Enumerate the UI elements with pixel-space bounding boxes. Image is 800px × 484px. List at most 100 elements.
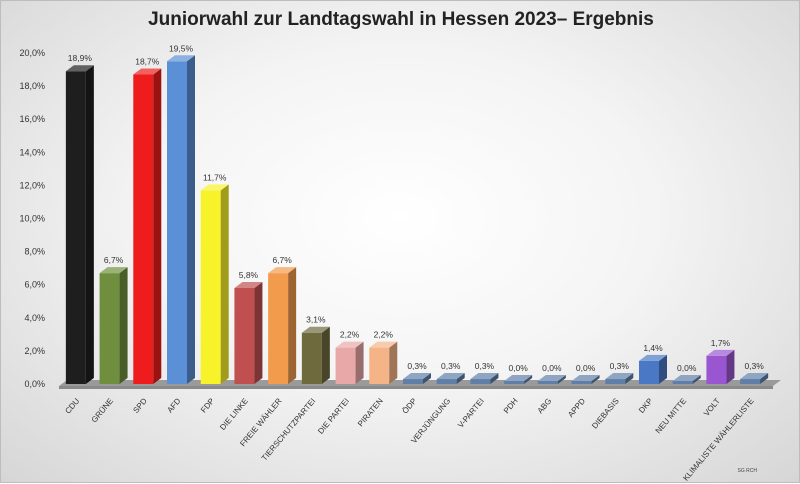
bar [436, 373, 465, 384]
bar [200, 184, 229, 384]
bar-top [672, 375, 701, 381]
bar-front [436, 379, 457, 384]
x-tick-label: DIE LINKE [218, 397, 250, 432]
bar [605, 373, 634, 384]
data-label: 3,1% [306, 315, 326, 325]
bar-front [133, 74, 154, 384]
chart-title: Juniorwahl zur Landtagswahl in Hessen 20… [148, 9, 654, 30]
x-tick-label: DIE PARTEI [316, 397, 351, 436]
bar-front [639, 360, 659, 384]
y-tick-label: 4,0% [24, 313, 45, 323]
data-label: 2,2% [340, 330, 360, 340]
bar-top [268, 267, 297, 274]
y-tick-label: 20,0% [19, 48, 45, 58]
bar-side [220, 184, 229, 384]
data-label: 18,9% [68, 53, 93, 63]
data-label: 0,3% [744, 361, 764, 371]
bar-side [355, 341, 364, 384]
bar-top [605, 373, 634, 380]
x-tick-label: V-PARTEI [456, 397, 486, 430]
bar [672, 375, 701, 384]
bar [740, 373, 769, 384]
bar-side [389, 341, 398, 384]
bar-front [369, 347, 390, 384]
bar-top [403, 373, 431, 380]
bar-side [490, 373, 499, 384]
bar-front [335, 347, 356, 384]
bar-side [692, 375, 701, 384]
x-tick-label: AFD [165, 396, 182, 414]
y-tick-label: 6,0% [24, 280, 45, 290]
bar-side [288, 267, 297, 384]
bar-top [335, 341, 364, 348]
y-tick-label: 10,0% [19, 214, 45, 224]
bar-side [659, 354, 667, 384]
bar-top [639, 354, 667, 361]
x-tick-label: SPD [131, 396, 149, 415]
bar-top [706, 349, 735, 356]
bar-front [167, 61, 187, 385]
data-label: 11,7% [203, 172, 227, 182]
bar [369, 341, 398, 384]
bar-top [200, 184, 229, 191]
bar-front [706, 355, 727, 384]
bar [167, 55, 195, 385]
x-tick-label: ÖDP [400, 397, 418, 416]
chart-floor-edge [59, 386, 773, 389]
data-label: 0,0% [508, 363, 528, 373]
x-tick-label: APPD [566, 396, 587, 419]
bar-side [557, 375, 566, 384]
data-label: 0,3% [475, 361, 495, 371]
bar-front [234, 288, 255, 384]
x-tick-label: DIEBASIS [590, 397, 621, 431]
x-tick-label: DKP [637, 397, 654, 415]
bar-front [470, 379, 491, 384]
data-label: 0,3% [407, 361, 427, 371]
bar-side [423, 373, 431, 384]
bar-top [537, 375, 566, 381]
bar-top [436, 373, 465, 380]
y-tick-label: 16,0% [19, 114, 45, 124]
bar [335, 341, 364, 384]
x-tick-label: PIRATEN [356, 396, 385, 428]
bar-top [470, 373, 499, 380]
x-tick-label: ABG [536, 397, 554, 416]
data-label: 0,0% [677, 363, 697, 373]
credit-text: SG RCH [737, 468, 757, 474]
bar-side [321, 326, 330, 384]
x-tick-label: CDU [63, 396, 81, 415]
bar-top [133, 68, 162, 75]
bar-front [740, 379, 761, 384]
bar-top [740, 373, 769, 380]
bar-front [403, 379, 423, 384]
bar-front [200, 190, 221, 384]
bar-side [254, 282, 263, 384]
bar [504, 375, 533, 384]
data-label: 1,4% [643, 343, 663, 353]
bar-top [504, 375, 533, 381]
bar-front [605, 379, 626, 384]
y-tick-label: 14,0% [19, 147, 45, 157]
bar-side [119, 267, 128, 384]
bar-top [369, 341, 398, 348]
x-tick-label: PDH [502, 396, 520, 415]
data-label: 0,3% [441, 361, 461, 371]
x-tick-label: GRÜNE [90, 397, 115, 425]
bar-side [625, 373, 634, 384]
bar-side [524, 375, 533, 384]
data-label: 5,8% [239, 270, 259, 280]
bar-top [571, 375, 600, 381]
data-label: 0,0% [542, 363, 562, 373]
bar-top [99, 267, 128, 274]
data-label: 6,7% [272, 255, 292, 265]
bar-front [268, 273, 289, 384]
bar-front [537, 381, 558, 384]
bar [706, 349, 735, 384]
x-tick-label: NEU MITTE [654, 397, 689, 436]
data-label: 0,0% [576, 363, 596, 373]
data-label: 0,3% [610, 361, 630, 371]
bar [268, 267, 297, 384]
bar-top [167, 55, 195, 62]
